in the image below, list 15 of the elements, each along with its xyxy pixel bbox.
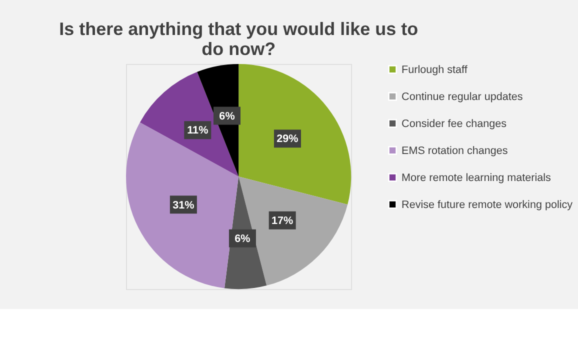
legend-label: Revise future remote working policy (402, 199, 574, 212)
legend-label: More remote learning materials (402, 172, 552, 184)
data-label: 6% (219, 110, 236, 122)
chart-title: Is there anything that you would like us to do now? (59, 19, 418, 60)
data-label: 31% (172, 199, 195, 212)
legend-label: Furlough staff (402, 64, 468, 76)
pie-slice (140, 72, 239, 177)
legend-label: Consider fee changes (402, 118, 508, 130)
data-label: 17% (272, 214, 294, 227)
pie-slice (238, 64, 352, 205)
legend-label: Continue regular updates (402, 91, 524, 104)
data-label: 11% (187, 124, 209, 137)
data-label: 6% (234, 232, 251, 245)
data-label: 29% (276, 133, 299, 146)
legend-label: EMS rotation changes (402, 145, 508, 158)
